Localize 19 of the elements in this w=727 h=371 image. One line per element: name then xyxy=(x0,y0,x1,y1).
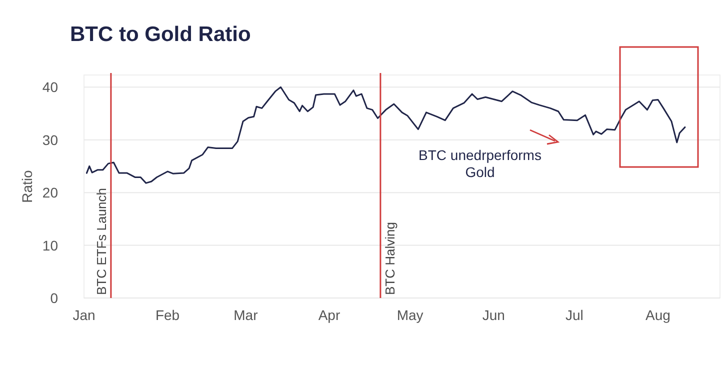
x-tick-label: Feb xyxy=(155,307,180,323)
line-series xyxy=(86,86,686,184)
chart-title: BTC to Gold Ratio xyxy=(70,23,251,46)
x-tick-label: Aug xyxy=(646,307,670,323)
y-tick-label: 30 xyxy=(42,132,58,148)
y-tick-label: 40 xyxy=(42,79,58,96)
x-tick-label: Jun xyxy=(482,307,505,323)
ref-line-label: BTC Halving xyxy=(382,222,398,295)
x-tick-label: Mar xyxy=(234,307,258,323)
x-tick-label: Jan xyxy=(72,307,96,323)
ref-line-label: BTC ETFs Launch xyxy=(94,188,109,295)
y-tick-label: 20 xyxy=(42,184,58,201)
y-axis-title: Ratio xyxy=(19,170,35,203)
x-tick-label: Apr xyxy=(318,307,340,323)
annotation: BTC unedrperforms Gold xyxy=(418,147,542,180)
y-tick-label: 0 xyxy=(50,290,58,306)
x-tick-label: May xyxy=(396,307,424,323)
x-tick-label: Jul xyxy=(566,307,584,323)
y-tick-label: 10 xyxy=(42,237,58,254)
